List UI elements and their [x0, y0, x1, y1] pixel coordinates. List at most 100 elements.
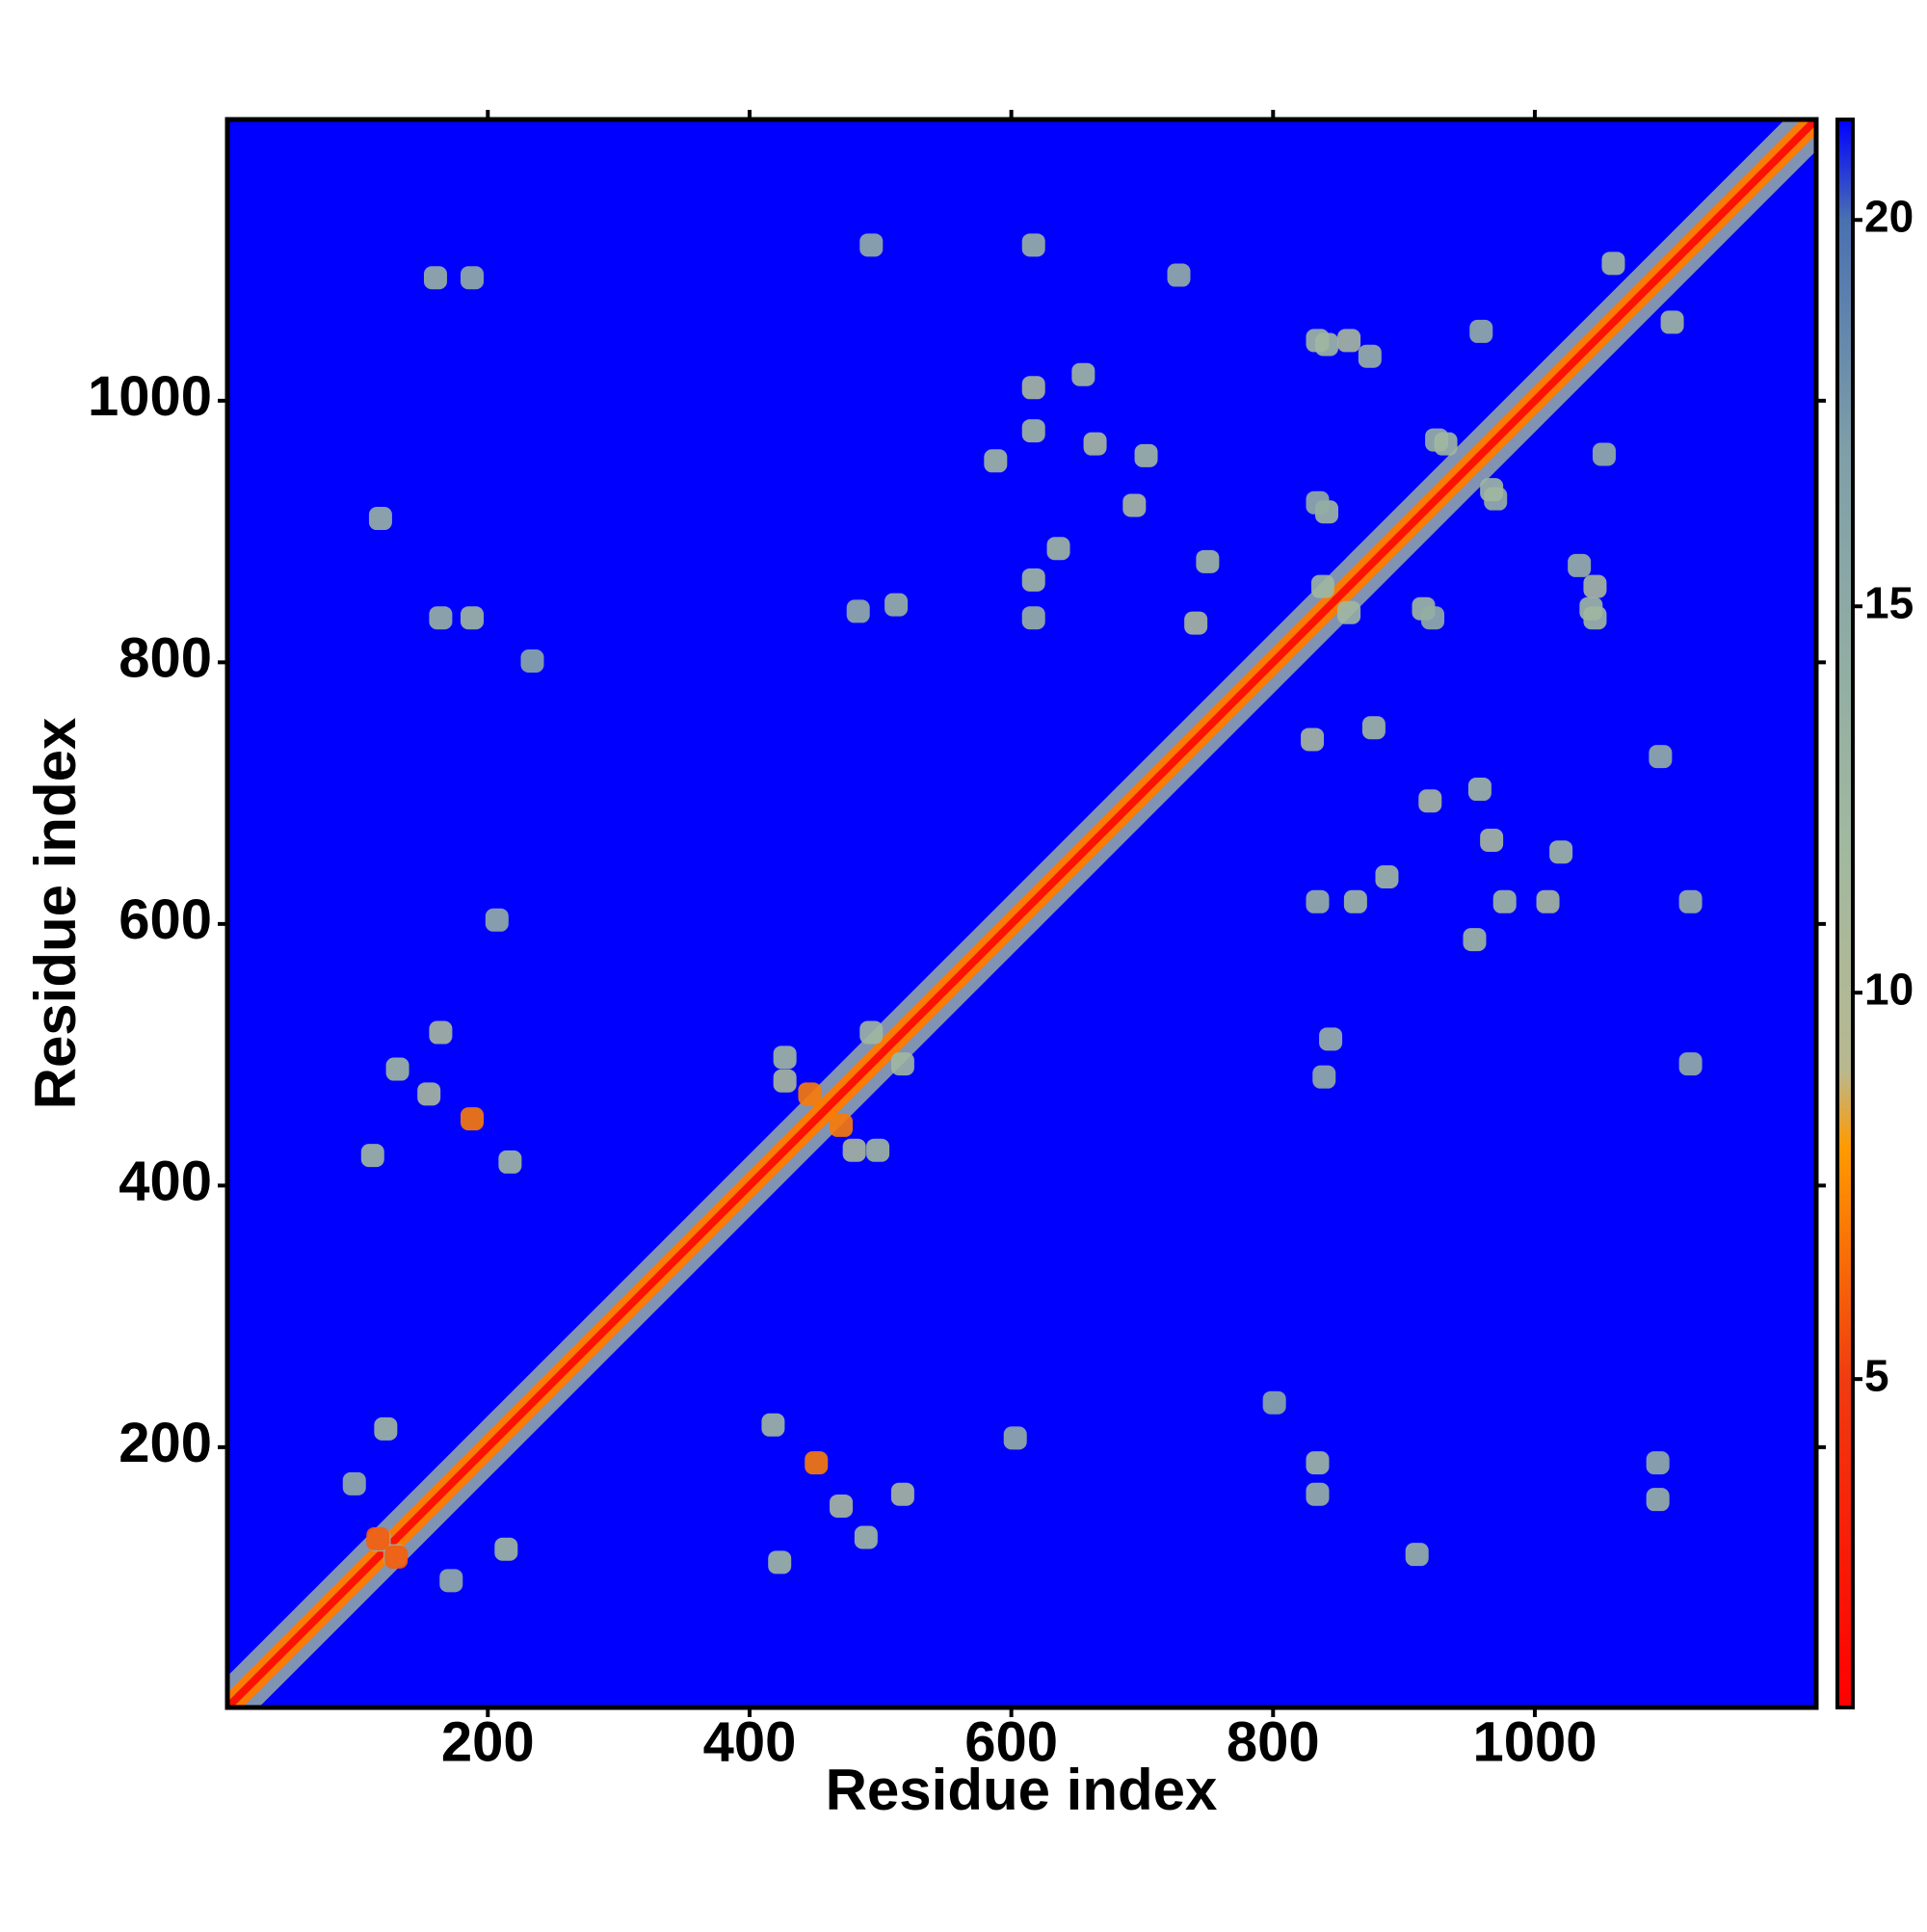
cell — [1301, 728, 1325, 752]
x-tick-label: 600 — [964, 1710, 1058, 1773]
cell — [859, 1020, 884, 1045]
cell — [1480, 478, 1504, 502]
cell — [1134, 443, 1158, 467]
cell — [773, 1045, 797, 1070]
cell — [890, 1482, 914, 1506]
cell — [984, 449, 1008, 473]
cell — [1184, 611, 1208, 635]
cell — [1306, 1482, 1330, 1506]
x-axis-label: Residue index — [826, 1758, 1218, 1822]
cell — [1361, 716, 1386, 740]
cell — [1337, 329, 1361, 353]
cell — [1306, 1451, 1330, 1475]
cell — [798, 1082, 822, 1106]
cell — [1568, 553, 1592, 577]
y-tick-label: 800 — [119, 627, 212, 690]
cell — [884, 593, 909, 617]
cell — [842, 1138, 866, 1162]
x-tick-label: 1000 — [1472, 1710, 1597, 1773]
cell — [1678, 889, 1703, 913]
cell — [1649, 745, 1673, 769]
cell — [1583, 574, 1607, 598]
cell — [1660, 310, 1684, 334]
cell — [1021, 376, 1045, 400]
cell — [1480, 828, 1504, 852]
cell — [423, 266, 447, 290]
x-tick-label: 800 — [1227, 1710, 1320, 1773]
cell — [439, 1569, 463, 1593]
colorbar-tick-label: 10 — [1864, 964, 1914, 1014]
cell — [1021, 233, 1045, 257]
cell — [1021, 606, 1045, 630]
cell — [1467, 778, 1491, 802]
cell — [1592, 442, 1616, 466]
cell — [830, 1494, 854, 1518]
y-axis-label: Residue index — [23, 718, 88, 1110]
cell — [761, 1413, 785, 1437]
cell — [385, 1057, 409, 1081]
cell — [1003, 1426, 1027, 1450]
x-tick-label: 200 — [441, 1710, 535, 1773]
cell — [1405, 1543, 1429, 1567]
cell — [368, 507, 392, 531]
cells — [227, 119, 1816, 1707]
cell — [1083, 432, 1107, 456]
cell — [1549, 840, 1573, 864]
cell — [1418, 789, 1442, 813]
cell — [1375, 864, 1399, 888]
cell — [1343, 889, 1367, 913]
diagonal-band — [227, 119, 1816, 1707]
cell — [1434, 432, 1458, 456]
cell — [366, 1526, 390, 1550]
cell — [384, 1545, 409, 1569]
cell — [1021, 568, 1045, 592]
x-tick-label: 400 — [703, 1710, 797, 1773]
colorbar-tick-label: 5 — [1864, 1350, 1889, 1400]
cell — [1463, 928, 1487, 952]
colorbar — [1835, 118, 1855, 1709]
cell — [1358, 344, 1382, 368]
cell — [1046, 537, 1070, 561]
cell — [1306, 889, 1330, 913]
cell — [773, 1069, 797, 1093]
cell — [1310, 574, 1334, 598]
cell — [1319, 1027, 1343, 1051]
cell — [461, 1107, 485, 1131]
cell — [461, 606, 485, 630]
y-tick-label: 600 — [119, 888, 212, 951]
cell — [1646, 1488, 1670, 1512]
cell — [859, 233, 884, 257]
cell — [1312, 1065, 1336, 1089]
cell — [1583, 606, 1607, 630]
cell — [1337, 600, 1361, 624]
cell — [1122, 493, 1147, 517]
cell — [1646, 1451, 1670, 1475]
cell — [1167, 263, 1191, 287]
colorbar-tick-label: 15 — [1864, 577, 1914, 627]
cell — [417, 1082, 441, 1106]
cell — [1601, 251, 1625, 276]
cell — [374, 1416, 398, 1441]
cell — [805, 1451, 829, 1475]
cell — [846, 599, 870, 623]
cell — [494, 1537, 518, 1561]
cell — [1071, 362, 1095, 386]
cell — [1262, 1390, 1286, 1415]
cell — [461, 266, 485, 290]
plot-frame — [224, 117, 1819, 1710]
cell — [1421, 606, 1445, 630]
colorbar-tick-label: 20 — [1864, 191, 1914, 241]
cell — [1021, 419, 1045, 443]
cell — [1196, 549, 1220, 573]
y-tick-label: 1000 — [88, 365, 212, 428]
cell — [1492, 889, 1517, 913]
cell — [429, 1020, 453, 1045]
cell — [768, 1550, 792, 1575]
cell — [498, 1150, 522, 1174]
cell — [854, 1525, 878, 1549]
cell — [830, 1113, 854, 1137]
cell — [1469, 319, 1493, 343]
y-tick-label: 400 — [119, 1151, 212, 1213]
